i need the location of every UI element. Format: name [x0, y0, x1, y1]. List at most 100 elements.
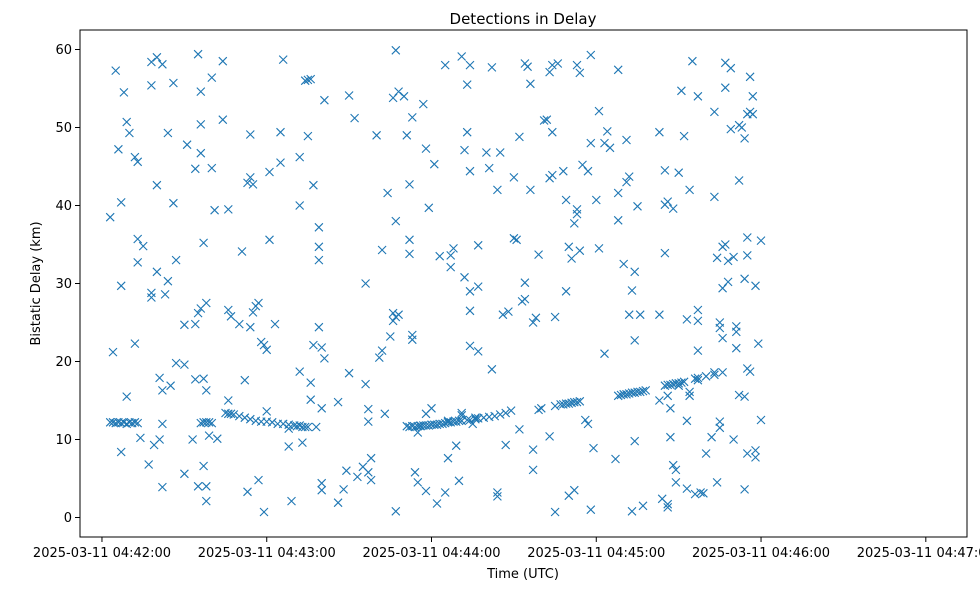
- data-point: [440, 60, 450, 70]
- data-point: [545, 432, 554, 441]
- data-point: [223, 205, 233, 214]
- data-point: [303, 131, 313, 141]
- data-point: [619, 259, 629, 269]
- data-point: [265, 167, 274, 177]
- data-point: [388, 93, 398, 103]
- data-point: [158, 59, 167, 69]
- y-tick-label: 50: [55, 121, 72, 136]
- data-point: [363, 404, 373, 414]
- data-point: [155, 373, 164, 383]
- data-point: [701, 449, 711, 458]
- data-point: [284, 442, 294, 451]
- data-point: [674, 168, 684, 178]
- data-point: [707, 432, 716, 442]
- data-point: [196, 148, 206, 158]
- data-point: [465, 60, 475, 70]
- data-point: [278, 55, 288, 64]
- data-point: [432, 499, 442, 508]
- data-point: [685, 185, 694, 195]
- data-point: [718, 283, 727, 293]
- data-point: [682, 315, 692, 324]
- data-point: [320, 354, 329, 363]
- data-point: [243, 178, 252, 188]
- data-point: [495, 410, 505, 419]
- data-point: [710, 192, 719, 202]
- data-point: [682, 484, 692, 493]
- data-point: [731, 322, 741, 331]
- data-point: [468, 419, 478, 429]
- data-point: [660, 248, 670, 258]
- data-point: [493, 492, 502, 501]
- data-point: [465, 166, 475, 176]
- data-point: [391, 506, 401, 516]
- data-point: [344, 91, 354, 100]
- data-point: [248, 308, 258, 317]
- data-point: [391, 216, 401, 226]
- data-point: [547, 170, 557, 180]
- data-point: [114, 144, 123, 154]
- data-point: [317, 478, 327, 488]
- data-point: [111, 66, 121, 75]
- data-point: [108, 347, 118, 357]
- data-point: [635, 387, 645, 397]
- data-point: [311, 422, 321, 432]
- data-point: [729, 252, 738, 262]
- data-point: [748, 91, 758, 101]
- data-point: [710, 107, 719, 117]
- data-point: [218, 56, 228, 66]
- data-point: [207, 163, 217, 173]
- data-point: [526, 79, 535, 89]
- data-point: [550, 401, 560, 411]
- data-point: [180, 320, 189, 330]
- data-point: [583, 166, 593, 176]
- data-point: [234, 411, 244, 421]
- data-point: [490, 411, 500, 421]
- data-point: [550, 312, 560, 322]
- data-point: [366, 475, 376, 485]
- data-point: [366, 453, 376, 463]
- data-point: [435, 251, 445, 261]
- data-point: [710, 370, 719, 380]
- data-point: [693, 346, 703, 355]
- data-point: [685, 391, 694, 401]
- data-point: [295, 421, 305, 430]
- data-point: [575, 396, 585, 406]
- data-point: [600, 138, 609, 148]
- data-point: [248, 180, 258, 189]
- data-point: [333, 397, 343, 407]
- data-point: [424, 203, 434, 213]
- data-point: [742, 233, 752, 242]
- data-point: [133, 418, 143, 428]
- data-point: [663, 499, 673, 509]
- data-point: [405, 249, 414, 259]
- data-point: [298, 438, 307, 447]
- x-tick-label: 2025-03-11 04:42:00: [33, 546, 171, 561]
- data-point: [545, 67, 554, 77]
- data-point: [394, 310, 403, 320]
- data-point: [740, 392, 749, 401]
- data-point: [245, 173, 255, 182]
- data-point: [742, 251, 752, 260]
- data-point: [350, 113, 359, 123]
- x-tick-label: 2025-03-11 04:47:00: [857, 546, 980, 561]
- data-point: [443, 416, 453, 426]
- data-point: [737, 123, 747, 132]
- data-point: [317, 403, 327, 413]
- data-point: [306, 395, 316, 405]
- data-point: [405, 180, 414, 189]
- data-point: [690, 489, 700, 499]
- data-point: [199, 461, 208, 471]
- data-point: [171, 358, 181, 368]
- data-point: [204, 431, 214, 440]
- data-point: [262, 345, 272, 355]
- data-point: [438, 419, 447, 429]
- data-point: [630, 436, 640, 446]
- data-point: [240, 375, 250, 385]
- data-point: [734, 390, 744, 400]
- data-point: [740, 134, 749, 143]
- data-point: [536, 403, 546, 413]
- data-point: [729, 435, 738, 444]
- data-point: [638, 501, 648, 511]
- data-point: [295, 152, 305, 162]
